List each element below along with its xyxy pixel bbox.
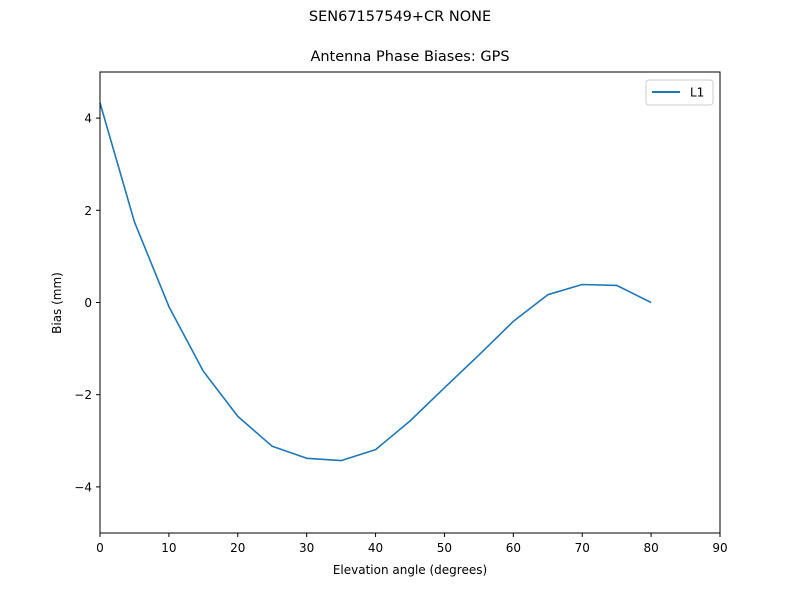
y-tick-label: 0 xyxy=(84,296,92,310)
x-tick-label: 30 xyxy=(299,541,314,555)
x-tick-label: 60 xyxy=(506,541,521,555)
x-axis-label: Elevation angle (degrees) xyxy=(333,563,487,577)
figure-suptitle: SEN67157549+CR NONE xyxy=(308,9,492,25)
legend: L1 xyxy=(645,79,714,106)
y-axis-ticks: −4 −2 0 2 4 xyxy=(74,112,100,494)
y-tick-label: −4 xyxy=(74,480,92,494)
x-tick-label: 90 xyxy=(712,541,727,555)
x-tick-label: 80 xyxy=(643,541,658,555)
x-tick-label: 10 xyxy=(161,541,176,555)
plot-frame xyxy=(99,71,721,534)
x-tick-label: 70 xyxy=(575,541,590,555)
x-tick-label: 50 xyxy=(437,541,452,555)
y-tick-label: −2 xyxy=(74,388,92,402)
x-axis-ticks: 0 10 20 30 40 50 60 70 80 90 xyxy=(96,533,728,555)
data-series-l1 xyxy=(99,102,652,462)
y-tick-label: 4 xyxy=(84,112,92,126)
x-tick-label: 40 xyxy=(368,541,383,555)
x-tick-label: 0 xyxy=(96,541,104,555)
legend-label-l1: L1 xyxy=(690,86,704,100)
chart-title: Antenna Phase Biases: GPS xyxy=(310,49,510,65)
y-axis-label: Bias (mm) xyxy=(50,272,64,334)
x-tick-label: 20 xyxy=(230,541,245,555)
series-line xyxy=(99,102,652,462)
y-tick-label: 2 xyxy=(84,204,92,218)
